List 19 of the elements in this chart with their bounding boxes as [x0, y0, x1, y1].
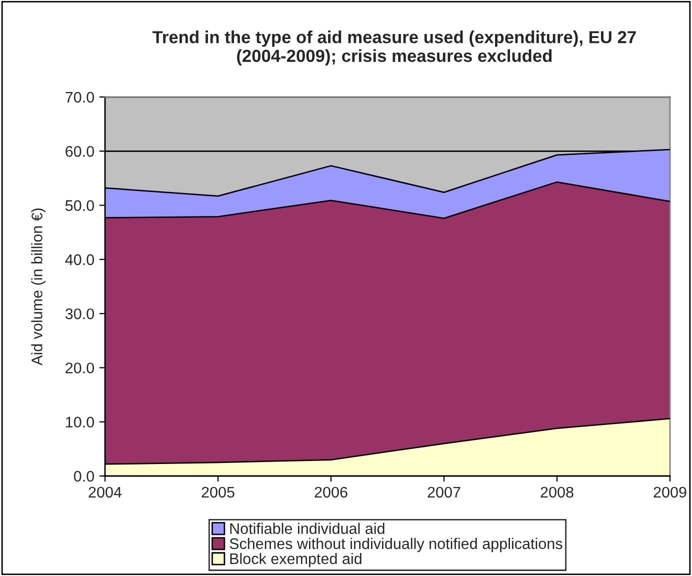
- y-tick-label: 30.0: [65, 308, 94, 320]
- x-tick-label: 2006: [314, 486, 348, 498]
- y-tick-label: 20.0: [66, 362, 94, 374]
- legend-label: Schemes without individually notified applications: [230, 538, 562, 552]
- x-tick-label: 2007: [428, 486, 460, 498]
- y-tick-label: 0.0: [74, 470, 94, 482]
- y-axis-title: Aid volume (in billion €): [31, 208, 46, 366]
- x-tick-label: 2005: [202, 486, 234, 498]
- y-tick-label: 60.0: [66, 146, 94, 157]
- x-tick-label: 2004: [88, 486, 122, 498]
- y-tick-label: 70.0: [66, 92, 94, 103]
- legend-label: Block exempted aid: [230, 552, 362, 568]
- y-tick-label: 10.0: [66, 416, 94, 428]
- legend-label: Notifiable individual aid: [230, 522, 384, 534]
- y-tick-label: 40.0: [65, 254, 94, 266]
- y-tick-label: 50.0: [65, 200, 94, 211]
- x-tick-label: 2009: [654, 486, 686, 498]
- chart-title: Trend in the type of aid measure used (expenditure), EU 27 (2004-2009); crisis measures excluded: [152, 30, 636, 66]
- x-tick-label: 2008: [540, 486, 574, 498]
